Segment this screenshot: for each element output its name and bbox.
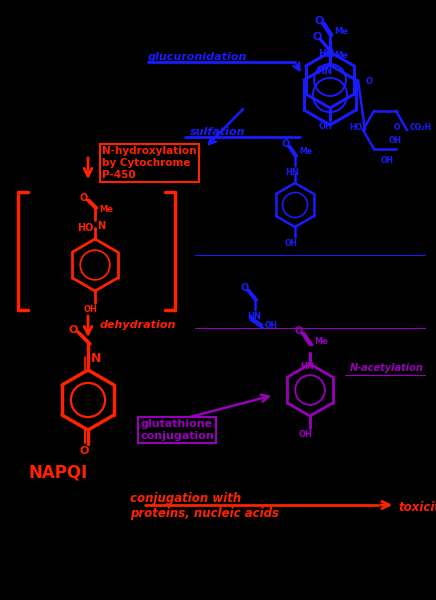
Text: Me: Me [314, 337, 328, 346]
Text: O: O [281, 139, 289, 149]
Text: O: O [79, 446, 89, 456]
Text: Me: Me [334, 50, 348, 59]
Text: HO: HO [349, 124, 362, 133]
Text: sulfation: sulfation [190, 127, 245, 137]
Text: O: O [79, 193, 87, 203]
Text: Me: Me [99, 205, 113, 214]
Text: O: O [294, 326, 302, 336]
Text: OH: OH [381, 156, 394, 165]
Text: HN: HN [318, 49, 334, 59]
Text: NAPQI: NAPQI [28, 463, 87, 481]
Text: OH: OH [285, 239, 297, 248]
Text: OH: OH [389, 136, 402, 145]
Text: N-hydroxylation
by Cytochrome
P-450: N-hydroxylation by Cytochrome P-450 [102, 146, 197, 179]
Text: HN: HN [316, 66, 332, 76]
Text: glutathione
conjugation: glutathione conjugation [140, 419, 214, 441]
Text: O: O [366, 77, 373, 86]
Text: HN: HN [285, 168, 299, 177]
Text: OH: OH [84, 305, 98, 314]
Text: CO₂H: CO₂H [410, 124, 432, 133]
Text: O: O [240, 283, 248, 293]
Text: O: O [68, 325, 77, 335]
Text: dehydration: dehydration [100, 320, 177, 330]
Text: O: O [314, 16, 324, 26]
Text: OH: OH [319, 122, 333, 131]
Text: Me: Me [299, 148, 312, 157]
Text: N: N [97, 221, 105, 231]
Text: O: O [394, 124, 401, 133]
Text: glucuronidation: glucuronidation [148, 52, 247, 62]
Text: OH: OH [299, 430, 313, 439]
Text: HN: HN [247, 312, 261, 321]
Text: conjugation with
proteins, nucleic acids: conjugation with proteins, nucleic acids [130, 492, 279, 520]
Text: Me: Me [334, 26, 348, 35]
Text: HN: HN [300, 362, 314, 371]
Text: HO: HO [77, 223, 93, 233]
Text: O: O [312, 32, 321, 42]
Text: N-acetylation: N-acetylation [350, 363, 424, 373]
Text: toxicity: toxicity [398, 500, 436, 514]
Text: N: N [91, 352, 102, 364]
Text: OH: OH [265, 322, 278, 331]
